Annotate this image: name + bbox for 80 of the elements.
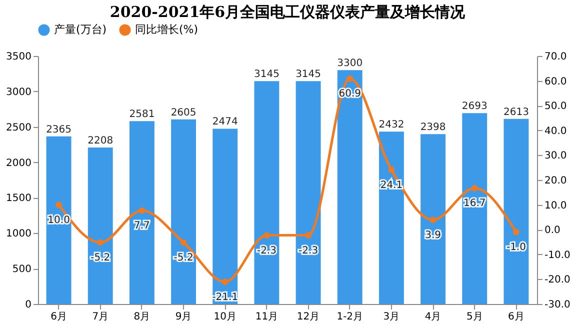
y2-tick-label: 0.0 [544,225,560,236]
y-tick-label: 0 [25,300,32,310]
data-label: 3145 [296,69,322,80]
data-label: 3.9 [425,230,441,241]
point [430,216,436,224]
x-tick-label: 6月 [50,312,67,322]
data-label: 3145 [254,69,280,80]
x-tick-label: 10月 [214,312,236,322]
data-label: 3300 [337,58,363,70]
data-label: 10.0 [48,214,70,226]
data-label: 2581 [129,109,155,120]
y-tick-label: 1000 [6,228,32,240]
legend-label: 产量(万台) [54,23,107,36]
y-tick-label: 500 [12,264,32,276]
x-tick-label: 7月 [92,312,109,322]
x-tick-label: 1-2月 [336,312,364,322]
data-label: -2.3 [298,245,318,256]
x-tick-label: 5月 [466,312,483,322]
y-tick-label: 1500 [6,193,32,204]
y2-tick-label: 50.0 [544,101,567,112]
data-label: -2.3 [256,245,276,256]
x-tick-label: 4月 [424,312,442,322]
point [56,202,62,208]
y2-tick-label: 20.0 [544,176,567,186]
bar [171,119,196,304]
bar [88,148,113,304]
point [346,75,354,82]
x-tick-label: 3月 [383,312,400,322]
data-label: 2693 [462,101,488,112]
legend-label: 同比增长(%) [135,23,198,36]
y-tick-label: 2500 [6,122,32,134]
y2-tick-label: 40.0 [544,126,567,137]
data-label: 2398 [420,122,446,134]
bar [337,70,362,304]
data-label: 2474 [212,116,238,128]
bar [46,136,72,304]
point [471,185,478,192]
data-label: 16.7 [463,198,486,210]
y2-tick-label: -10.0 [544,250,570,261]
data-label: 2208 [88,136,114,147]
data-label: 2432 [378,120,404,131]
bar [254,81,280,304]
point [264,232,270,238]
bar [212,128,238,304]
point [97,239,104,246]
y2-tick-label: 60.0 [544,76,567,88]
bar [129,121,154,304]
point [180,239,187,246]
bar [378,132,404,304]
point [138,207,146,214]
bar [420,134,446,304]
bar [296,81,321,304]
x-tick-label: 8月 [134,312,150,322]
data-label: -1.0 [506,242,526,254]
point [388,166,395,173]
y-tick-label: 3000 [6,86,32,98]
y-tick-label: 3500 [6,52,32,62]
x-tick-label: 9月 [175,312,192,322]
data-label: 2613 [503,106,529,118]
point [305,232,312,238]
data-label: 7.7 [134,220,150,232]
y-tick-label: 2000 [6,158,32,169]
x-tick-label: 6月 [508,312,524,322]
x-tick-label: 12月 [296,312,320,322]
bar [462,113,488,304]
y2-tick-label: -20.0 [544,274,570,286]
chart-title: 2020-2021年6月全国电工仪器仪表产量及增长情况 [110,3,466,21]
data-label: -5.2 [174,252,194,264]
data-label: 2605 [170,107,196,118]
x-tick-label: 11月 [255,312,278,322]
point [513,228,520,236]
data-label: 2365 [46,124,72,136]
point [222,278,228,286]
y2-tick-label: 30.0 [544,150,567,162]
bar [504,118,529,304]
y2-tick-label: 10.0 [544,200,567,212]
y2-tick-label: -30.0 [544,300,570,310]
y2-tick-label: 70.0 [544,52,567,62]
data-label: -5.2 [90,252,110,264]
data-label: -21.1 [212,292,238,303]
